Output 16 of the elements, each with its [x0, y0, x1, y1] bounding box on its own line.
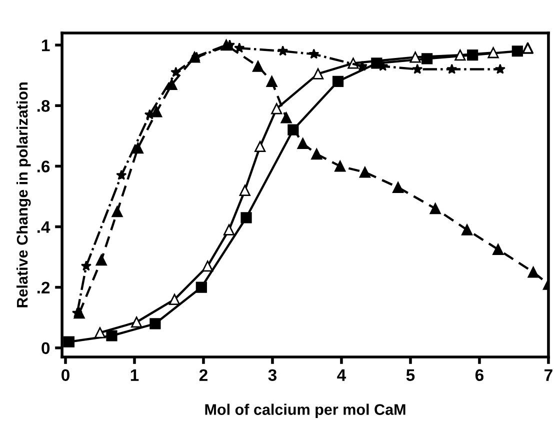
x-tick-label: 0 — [62, 369, 70, 381]
x-tick-label: 5 — [406, 369, 415, 381]
y-tick-label: .8 — [37, 100, 50, 112]
y-tick-label: .4 — [37, 221, 50, 233]
y-tick-label: .2 — [37, 282, 50, 294]
x-axis-title: Mol of calcium per mol CaM — [205, 404, 406, 418]
y-tick-label: 1 — [42, 40, 50, 52]
x-tick-label: 6 — [475, 369, 484, 381]
y-axis-title: Relative Change in polarization — [16, 82, 31, 308]
y-tick-label: .6 — [37, 160, 50, 172]
x-tick-label: 2 — [199, 369, 208, 381]
x-tick-label: 4 — [337, 369, 346, 381]
x-tick-label: 7 — [544, 369, 552, 381]
x-tick-label: 1 — [130, 369, 139, 381]
x-tick-label: 3 — [268, 369, 277, 382]
y-tick-label: 0 — [42, 342, 50, 354]
